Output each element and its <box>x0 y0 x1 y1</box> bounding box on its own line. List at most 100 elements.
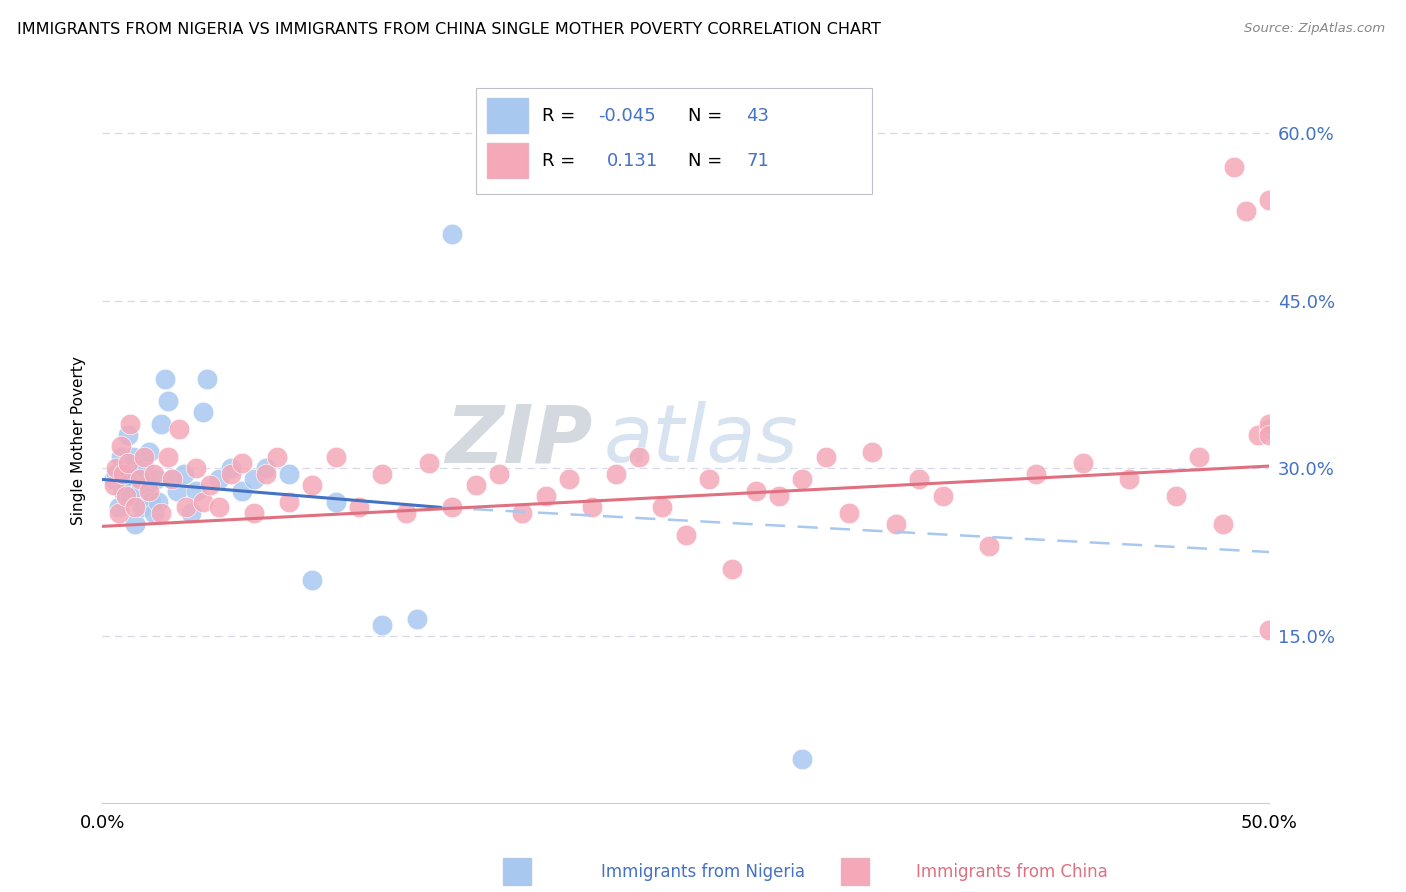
Text: R =: R = <box>543 152 586 169</box>
Text: Immigrants from Nigeria: Immigrants from Nigeria <box>600 863 806 881</box>
Point <box>278 495 301 509</box>
Point <box>219 461 242 475</box>
Point <box>124 500 146 515</box>
Point <box>128 472 150 486</box>
Point <box>745 483 768 498</box>
Point <box>931 489 953 503</box>
Point <box>105 461 128 475</box>
Point <box>862 444 884 458</box>
Point <box>325 495 347 509</box>
Point <box>162 472 184 486</box>
Point <box>195 372 218 386</box>
Y-axis label: Single Mother Poverty: Single Mother Poverty <box>72 356 86 524</box>
Point <box>1164 489 1187 503</box>
Point <box>266 450 288 464</box>
Point <box>138 444 160 458</box>
Point <box>347 500 370 515</box>
Point <box>884 517 907 532</box>
Point <box>301 478 323 492</box>
Point <box>979 540 1001 554</box>
Point <box>208 500 231 515</box>
Point <box>1025 467 1047 481</box>
Point <box>406 612 429 626</box>
Point <box>243 472 266 486</box>
Point <box>117 456 139 470</box>
Point <box>1246 427 1268 442</box>
Point <box>117 427 139 442</box>
Point <box>371 617 394 632</box>
Point <box>134 450 156 464</box>
Point <box>127 467 149 481</box>
Point <box>558 472 581 486</box>
Point <box>114 489 136 503</box>
Point <box>1223 160 1246 174</box>
Point <box>1118 472 1140 486</box>
Point <box>198 478 221 492</box>
Point <box>180 506 202 520</box>
Point <box>441 227 464 241</box>
Point <box>184 461 207 475</box>
Point <box>325 450 347 464</box>
Point <box>138 483 160 498</box>
Point <box>156 394 179 409</box>
Point <box>1258 194 1281 208</box>
Point <box>120 489 142 503</box>
Point <box>112 483 135 498</box>
Point <box>605 467 627 481</box>
FancyBboxPatch shape <box>475 88 873 194</box>
Point <box>156 450 179 464</box>
Point <box>231 483 253 498</box>
Text: N =: N = <box>688 107 728 125</box>
Point <box>1258 427 1281 442</box>
Point <box>278 467 301 481</box>
Point <box>145 472 167 486</box>
Point <box>142 506 165 520</box>
Text: R =: R = <box>543 107 581 125</box>
Point <box>173 467 195 481</box>
Point <box>231 456 253 470</box>
Point <box>105 467 128 481</box>
Point <box>131 500 153 515</box>
Point <box>243 506 266 520</box>
Point <box>121 450 143 464</box>
Text: ZIP: ZIP <box>446 401 592 479</box>
Point <box>149 506 172 520</box>
Point <box>1071 456 1094 470</box>
Point <box>488 467 510 481</box>
Point <box>141 495 163 509</box>
Point <box>814 450 837 464</box>
Point <box>155 372 177 386</box>
Point <box>124 517 146 532</box>
Text: atlas: atlas <box>605 401 799 479</box>
Point <box>721 562 744 576</box>
Point <box>512 506 534 520</box>
Point <box>110 450 132 464</box>
Point <box>191 405 214 419</box>
Point <box>838 506 860 520</box>
FancyBboxPatch shape <box>488 98 529 133</box>
Point <box>174 500 197 515</box>
Point <box>464 478 486 492</box>
Point <box>107 506 129 520</box>
Point <box>1258 417 1281 431</box>
Point <box>628 450 651 464</box>
Point <box>110 439 132 453</box>
Text: 71: 71 <box>747 152 769 169</box>
Point <box>254 461 277 475</box>
Point <box>1258 422 1281 436</box>
Text: IMMIGRANTS FROM NIGERIA VS IMMIGRANTS FROM CHINA SINGLE MOTHER POVERTY CORRELATI: IMMIGRANTS FROM NIGERIA VS IMMIGRANTS FR… <box>17 22 880 37</box>
Point <box>107 500 129 515</box>
Point <box>148 495 170 509</box>
Point <box>908 472 931 486</box>
Point <box>112 467 135 481</box>
Point <box>149 417 172 431</box>
Point <box>134 461 156 475</box>
FancyBboxPatch shape <box>488 144 529 178</box>
Point <box>162 472 184 486</box>
Point <box>142 467 165 481</box>
Point <box>371 467 394 481</box>
Point <box>120 417 142 431</box>
Point <box>675 528 697 542</box>
Point <box>208 472 231 486</box>
Text: N =: N = <box>688 152 728 169</box>
